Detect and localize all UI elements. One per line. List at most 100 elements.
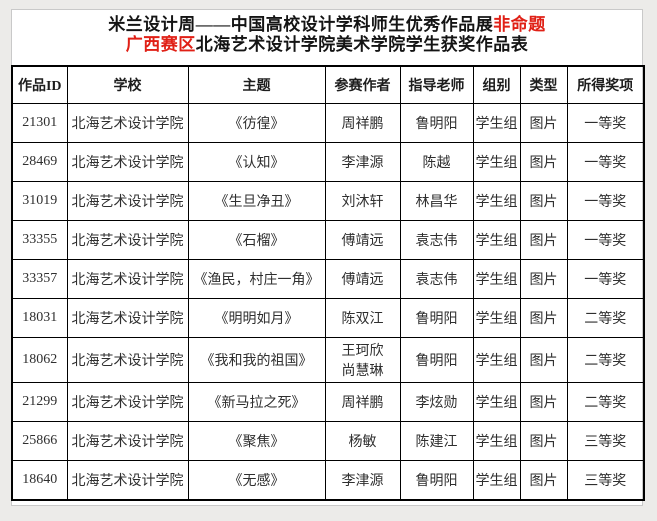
cell-school: 北海艺术设计学院 <box>66 337 189 383</box>
column-header-type: 类型 <box>519 65 568 104</box>
cell-work_id: 18031 <box>11 298 68 338</box>
cell-award: 二等奖 <box>566 298 645 338</box>
cell-author: 陈双江 <box>324 298 401 338</box>
cell-advisor: 袁志伟 <box>399 220 474 260</box>
cell-school: 北海艺术设计学院 <box>66 142 189 182</box>
cell-advisor: 鲁明阳 <box>399 460 474 501</box>
cell-work_id: 25866 <box>11 421 68 461</box>
cell-school: 北海艺术设计学院 <box>66 382 189 422</box>
column-header-advisor: 指导老师 <box>399 65 474 104</box>
title-line-1: 米兰设计周——中国高校设计学科师生优秀作品展非命题 <box>12 15 642 35</box>
cell-theme: 《无感》 <box>187 460 326 501</box>
cell-author: 周祥鹏 <box>324 103 401 143</box>
cell-theme: 《认知》 <box>187 142 326 182</box>
table-row: 21299 北海艺术设计学院 《新马拉之死》 周祥鹏 李炫勋 学生组 图片 二等奖 <box>11 382 645 422</box>
cell-theme: 《新马拉之死》 <box>187 382 326 422</box>
column-header-author: 参赛作者 <box>324 65 401 104</box>
cell-school: 北海艺术设计学院 <box>66 259 189 299</box>
table-row: 21301 北海艺术设计学院 《彷徨》 周祥鹏 鲁明阳 学生组 图片 一等奖 <box>11 103 645 143</box>
table-row: 18031 北海艺术设计学院 《明明如月》 陈双江 鲁明阳 学生组 图片 二等奖 <box>11 298 645 338</box>
cell-advisor: 陈越 <box>399 142 474 182</box>
title-line1-text: 米兰设计周——中国高校设计学科师生优秀作品展 <box>108 15 494 34</box>
cell-group: 学生组 <box>472 181 521 221</box>
title-line2-text: 北海艺术设计学院美术学院学生获奖作品表 <box>195 35 529 54</box>
document-page: 米兰设计周——中国高校设计学科师生优秀作品展非命题 广西赛区北海艺术设计学院美术… <box>11 9 645 506</box>
cell-type: 图片 <box>519 103 568 143</box>
cell-work_id: 18640 <box>11 460 68 501</box>
cell-theme: 《我和我的祖国》 <box>187 337 326 383</box>
cell-group: 学生组 <box>472 382 521 422</box>
cell-award: 一等奖 <box>566 103 645 143</box>
cell-author: 刘沐轩 <box>324 181 401 221</box>
cell-school: 北海艺术设计学院 <box>66 421 189 461</box>
table-row: 18640 北海艺术设计学院 《无感》 李津源 鲁明阳 学生组 图片 三等奖 <box>11 460 645 501</box>
table-body: 21301 北海艺术设计学院 《彷徨》 周祥鹏 鲁明阳 学生组 图片 一等奖 28469 北海艺术… <box>11 103 645 501</box>
cell-author: 李津源 <box>324 460 401 501</box>
table-row: 33355 北海艺术设计学院 《石榴》 傅靖远 袁志伟 学生组 图片 一等奖 <box>11 220 645 260</box>
cell-award: 一等奖 <box>566 181 645 221</box>
title-line-2: 广西赛区北海艺术设计学院美术学院学生获奖作品表 <box>12 35 642 55</box>
cell-group: 学生组 <box>472 259 521 299</box>
cell-award: 二等奖 <box>566 337 645 383</box>
cell-type: 图片 <box>519 460 568 501</box>
cell-author: 杨敏 <box>324 421 401 461</box>
cell-work_id: 21301 <box>11 103 68 143</box>
cell-school: 北海艺术设计学院 <box>66 220 189 260</box>
cell-school: 北海艺术设计学院 <box>66 103 189 143</box>
title-line1-highlight: 非命题 <box>493 15 546 34</box>
cell-theme: 《渔民，村庄一角》 <box>187 259 326 299</box>
cell-award: 一等奖 <box>566 220 645 260</box>
cell-work_id: 21299 <box>11 382 68 422</box>
cell-author: 傅靖远 <box>324 259 401 299</box>
awards-table: 作品ID 学校 主题 参赛作者 指导老师 组别 类型 所得奖项 21301 北海艺术设计学院 《彷… <box>11 65 645 501</box>
cell-author: 周祥鹏 <box>324 382 401 422</box>
cell-advisor: 陈建江 <box>399 421 474 461</box>
cell-type: 图片 <box>519 421 568 461</box>
cell-type: 图片 <box>519 298 568 338</box>
cell-group: 学生组 <box>472 103 521 143</box>
cell-theme: 《聚焦》 <box>187 421 326 461</box>
cell-type: 图片 <box>519 142 568 182</box>
table-row: 33357 北海艺术设计学院 《渔民，村庄一角》 傅靖远 袁志伟 学生组 图片 一等奖 <box>11 259 645 299</box>
cell-award: 一等奖 <box>566 259 645 299</box>
cell-group: 学生组 <box>472 220 521 260</box>
cell-type: 图片 <box>519 181 568 221</box>
cell-work_id: 18062 <box>11 337 68 383</box>
cell-award: 三等奖 <box>566 460 645 501</box>
cell-group: 学生组 <box>472 421 521 461</box>
cell-advisor: 鲁明阳 <box>399 337 474 383</box>
cell-group: 学生组 <box>472 142 521 182</box>
cell-author: 李津源 <box>324 142 401 182</box>
cell-work_id: 31019 <box>11 181 68 221</box>
table-row: 31019 北海艺术设计学院 《生旦净丑》 刘沐轩 林昌华 学生组 图片 一等奖 <box>11 181 645 221</box>
cell-theme: 《生旦净丑》 <box>187 181 326 221</box>
cell-work_id: 28469 <box>11 142 68 182</box>
cell-theme: 《明明如月》 <box>187 298 326 338</box>
cell-type: 图片 <box>519 220 568 260</box>
cell-advisor: 鲁明阳 <box>399 103 474 143</box>
cell-school: 北海艺术设计学院 <box>66 298 189 338</box>
cell-work_id: 33357 <box>11 259 68 299</box>
cell-advisor: 袁志伟 <box>399 259 474 299</box>
cell-award: 三等奖 <box>566 421 645 461</box>
cell-advisor: 林昌华 <box>399 181 474 221</box>
cell-author: 傅靖远 <box>324 220 401 260</box>
cell-group: 学生组 <box>472 337 521 383</box>
cell-group: 学生组 <box>472 460 521 501</box>
cell-type: 图片 <box>519 337 568 383</box>
column-header-work_id: 作品ID <box>11 65 68 104</box>
cell-author: 王珂欣 尚慧琳 <box>324 337 401 383</box>
column-header-theme: 主题 <box>187 65 326 104</box>
column-header-group: 组别 <box>472 65 521 104</box>
cell-award: 一等奖 <box>566 142 645 182</box>
cell-school: 北海艺术设计学院 <box>66 181 189 221</box>
document-title: 米兰设计周——中国高校设计学科师生优秀作品展非命题 广西赛区北海艺术设计学院美术… <box>12 10 642 65</box>
table-row: 28469 北海艺术设计学院 《认知》 李津源 陈越 学生组 图片 一等奖 <box>11 142 645 182</box>
table-header-row: 作品ID 学校 主题 参赛作者 指导老师 组别 类型 所得奖项 <box>11 65 645 104</box>
cell-type: 图片 <box>519 382 568 422</box>
title-line2-region: 广西赛区 <box>125 35 196 54</box>
table-row: 18062 北海艺术设计学院 《我和我的祖国》 王珂欣 尚慧琳 鲁明阳 学生组 图片 二等奖 <box>11 337 645 383</box>
cell-type: 图片 <box>519 259 568 299</box>
cell-advisor: 鲁明阳 <box>399 298 474 338</box>
